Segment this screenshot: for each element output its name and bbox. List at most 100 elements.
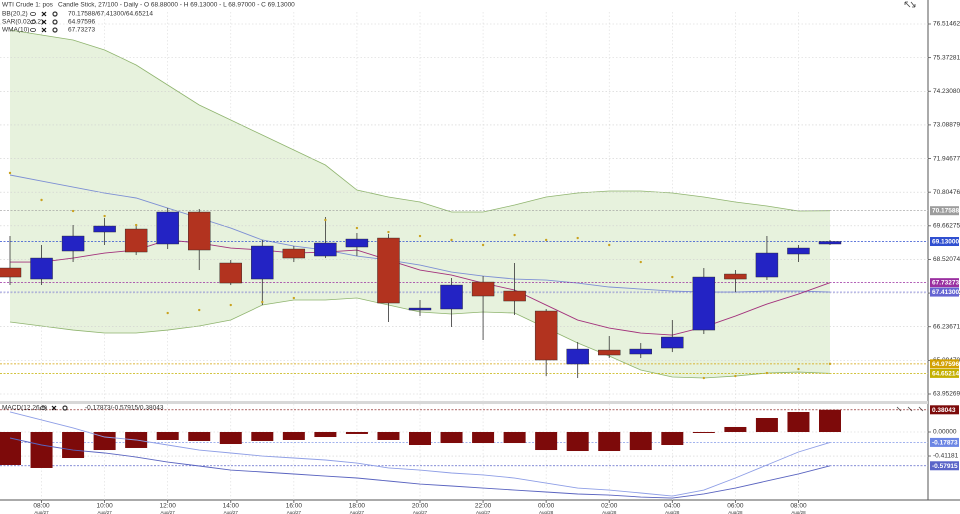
sar-dot [166, 311, 169, 315]
settings-icon [52, 27, 58, 33]
x-tick-label: 08:00 [33, 503, 50, 510]
x-date-label: Aug/27 [224, 510, 239, 514]
sar-dot [40, 198, 43, 202]
candle-body [30, 257, 53, 280]
sar-dot [450, 238, 453, 242]
x-date-label: Aug/28 [602, 510, 617, 514]
pane-icons[interactable] [896, 406, 924, 412]
window-buttons[interactable] [896, 1, 924, 412]
eye-icon [29, 27, 36, 32]
sar-dot [702, 376, 706, 380]
price-tag-label: 67.41300 [932, 289, 959, 296]
candle-body [219, 262, 242, 284]
price-tag [930, 206, 959, 216]
price-tag [930, 287, 959, 297]
indicator-readout: -0.17873/-0.57915/0.38043 [85, 405, 164, 412]
histogram-bar [282, 431, 305, 440]
remove-icon [51, 405, 57, 411]
resize-icon[interactable] [904, 1, 916, 8]
x-date-label: Aug/28 [665, 510, 680, 514]
sar-dot [8, 171, 12, 175]
x-date-label: Aug/27 [287, 510, 302, 514]
price-tag [930, 405, 959, 415]
band-fill [10, 30, 830, 379]
y-tick-label: 70.80476 [933, 189, 960, 196]
x-tick-label: 06:00 [727, 503, 744, 510]
histogram-bar [472, 431, 495, 444]
indicator-readout: 64.97596 [68, 19, 95, 26]
price-tag-label: 64.97596 [932, 361, 959, 368]
legend-icons[interactable] [29, 19, 58, 25]
sar-dot [261, 300, 264, 304]
candle-body [787, 247, 810, 255]
sar-dot [198, 308, 201, 312]
candle-body [408, 307, 432, 311]
sar-dot [292, 296, 296, 300]
histogram-bar [724, 426, 747, 432]
legend-icons[interactable] [40, 405, 68, 411]
x-date-label: Aug/27 [34, 510, 49, 514]
price-tag-label: -0.17873 [932, 439, 958, 446]
chart-subtitle: Candle Stick, 27/100 - Daily - O 68.8800… [58, 2, 295, 9]
candle-body [661, 336, 684, 349]
y-tick-label: 63.95269 [933, 391, 960, 398]
candle-body [0, 267, 22, 278]
eye-icon [40, 405, 47, 410]
y-tick-label: 73.08879 [933, 122, 960, 129]
price-tag-label: 69.13000 [932, 239, 959, 246]
sar-dot [797, 367, 800, 371]
settings-icon [52, 11, 58, 17]
legend-icons[interactable] [29, 11, 58, 17]
price-tag-label: 70.17588 [932, 208, 959, 215]
candle-body [534, 310, 558, 361]
candle-body [124, 228, 148, 253]
candle-body [629, 348, 652, 355]
price-tag [930, 359, 959, 369]
price-tag-label: 67.73273 [932, 280, 959, 287]
sar-dot [608, 243, 611, 247]
histogram-bar [440, 431, 463, 444]
histogram-bar [377, 431, 400, 440]
histogram-bar [219, 431, 242, 445]
histogram-bar [0, 431, 21, 466]
histogram-bar [629, 431, 652, 451]
x-date-label: Aug/27 [476, 510, 491, 514]
sar-dot [71, 209, 75, 213]
price-tag [930, 461, 959, 471]
eye-icon [29, 11, 36, 16]
indicator-name: WMA(10) [2, 27, 29, 34]
sar-dot [765, 371, 769, 375]
histogram-bar [345, 431, 368, 434]
sar-dot [418, 234, 422, 238]
histogram-bar [156, 431, 179, 440]
x-tick-label: 00:00 [538, 503, 555, 510]
x-date-label: Aug/27 [350, 510, 365, 514]
y-tick-label: 71.94677 [933, 155, 960, 162]
histogram-bar [535, 431, 558, 451]
price-tag-label: 0.38043 [932, 407, 956, 414]
x-tick-label: 04:00 [664, 503, 681, 510]
candle-body [345, 238, 369, 248]
x-tick-label: 12:00 [160, 503, 177, 510]
histogram-bar [503, 431, 526, 444]
histogram-bar [598, 431, 621, 452]
y-tick-label: 75.37281 [933, 54, 960, 61]
pane-splitter[interactable] [0, 401, 928, 404]
candle-body [377, 237, 400, 304]
settings-icon [52, 19, 58, 25]
x-date-label: Aug/27 [413, 510, 428, 514]
candle-body [471, 281, 495, 297]
candle-body [282, 248, 306, 259]
sar-dot [387, 230, 390, 234]
candle-body [566, 348, 589, 365]
candle-body [724, 273, 747, 280]
indicator-name: MACD(12,26,9) [2, 405, 47, 412]
sar-dot [734, 374, 737, 378]
histogram-bar [692, 431, 715, 433]
x-date-label: Aug/28 [728, 510, 743, 514]
x-date-label: Aug/27 [161, 510, 176, 514]
legend-icons[interactable] [29, 27, 58, 33]
sar-dot [481, 243, 485, 247]
y-tick-label: -0.41181 [933, 453, 959, 460]
